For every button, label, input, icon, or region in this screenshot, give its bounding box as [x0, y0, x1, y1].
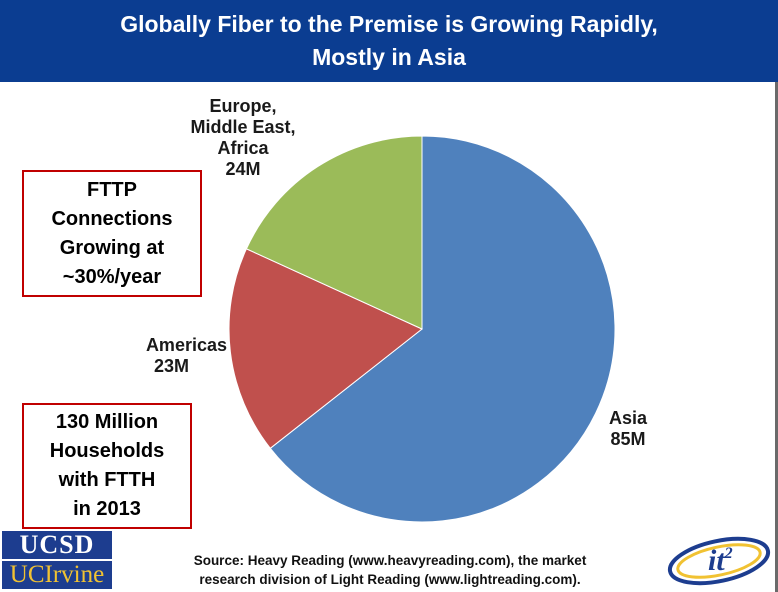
slice-label-line: Europe, [209, 96, 277, 116]
right-edge-rule [775, 82, 778, 592]
slice-label-line: Asia [608, 408, 648, 428]
callout-line: with FTTH [58, 469, 156, 491]
slice-label-europe: Europe, Middle East, Africa 24M [178, 96, 308, 180]
callout-line: FTTP [87, 178, 137, 201]
callout-line: Households [49, 440, 165, 462]
ucsd-logo: UCSD [2, 531, 112, 559]
source-line: Source: Heavy Reading (www.heavyreading.… [193, 553, 587, 568]
slice-label-value: 24M [225, 159, 261, 179]
slice-label-value: 85M [610, 429, 646, 449]
slice-label-americas: Americas 23M [112, 335, 227, 377]
it2-logo: it2 [667, 536, 771, 586]
slice-label-line: Africa [217, 138, 269, 158]
callout-line: ~30%/year [62, 265, 162, 288]
callout-line: Connections [51, 207, 173, 230]
fttp-growth-callout: FTTP Connections Growing at ~30%/year [22, 170, 202, 297]
slice-label-value: 23M [153, 356, 189, 376]
callout-line: 130 Million [55, 411, 159, 433]
slice-label-line: Middle East, [190, 117, 296, 137]
ftth-households-callout: 130 Million Households with FTTH in 2013 [22, 403, 192, 529]
page-title-line-1: Globally Fiber to the Premise is Growing… [120, 11, 658, 37]
slice-label-asia: Asia 85M [603, 408, 653, 450]
title-bar: Globally Fiber to the Premise is Growing… [0, 0, 778, 82]
callout-line: in 2013 [73, 498, 141, 520]
source-line: research division of Light Reading (www.… [199, 572, 581, 587]
pie-slice-europe-middle-east-africa [245, 135, 423, 330]
source-citation: Source: Heavy Reading (www.heavyreading.… [140, 551, 640, 589]
slice-label-line: Americas [145, 335, 227, 355]
pie-slice-asia [269, 135, 616, 523]
uc-irvine-logo: UCIrvine [2, 561, 112, 589]
page-title-line-2: Mostly in Asia [312, 44, 466, 70]
pie-slice-americas [228, 248, 423, 450]
callout-line: Growing at [59, 236, 165, 259]
